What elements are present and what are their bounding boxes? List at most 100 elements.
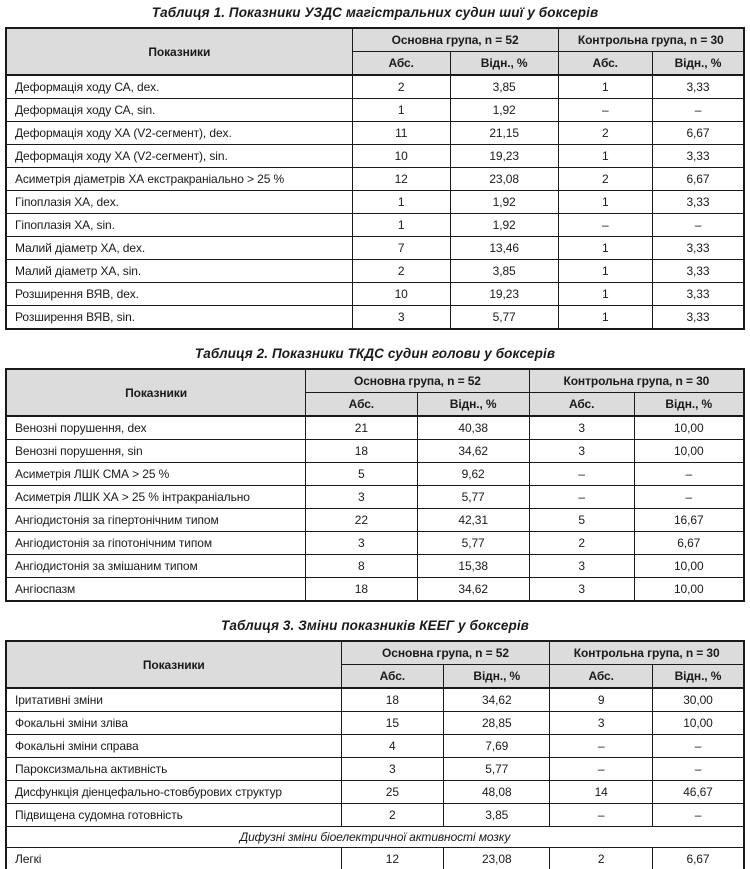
cell-abs-control: 1 bbox=[557, 144, 653, 168]
cell-abs-main: 1 bbox=[351, 98, 451, 122]
cell-abs-control: 1 bbox=[557, 305, 653, 330]
header-abs-control: Абс. bbox=[557, 51, 653, 76]
row-label: Гіпоплазія ХА, sin. bbox=[5, 213, 353, 237]
cell-rel-control: – bbox=[651, 757, 745, 781]
header-row-groups: Показники Основна група, n = 52 Контрольна… bbox=[5, 368, 745, 417]
cell-abs-main: 8 bbox=[305, 554, 418, 578]
header-indicator: Показники bbox=[5, 640, 342, 689]
table-row: Гіпоплазія ХА, sin. 1 1,92– – bbox=[5, 213, 745, 237]
cell-rel-control: 3,33 bbox=[651, 236, 745, 260]
table-header: Показники Основна група, n = 52 Контрольна… bbox=[5, 640, 745, 689]
header-row-groups: Показники Основна група, n = 52 Контрольна… bbox=[5, 640, 745, 689]
table-row: Пароксизмальна активність 3 5,77– – bbox=[5, 757, 745, 781]
cell-abs-main: 2 bbox=[340, 803, 445, 827]
data-table-uzds: Показники Основна група, n = 52 Контрольна… bbox=[5, 27, 745, 330]
cell-rel-control: 16,67 bbox=[633, 508, 745, 532]
header-indicator: Показники bbox=[5, 27, 353, 76]
cell-abs-control: 1 bbox=[557, 190, 653, 214]
row-label: Деформація ходу СА, dex. bbox=[5, 74, 353, 99]
cell-abs-main: 12 bbox=[351, 167, 451, 191]
row-label: Ангіоспазм bbox=[5, 577, 307, 602]
cell-rel-main: 3,85 bbox=[449, 259, 559, 283]
table-row: Деформація ходу ХА (V2-сегмент), sin. 10 1… bbox=[5, 144, 745, 168]
table-row: Дисфункція діенцефально-стовбурових стру… bbox=[5, 780, 745, 804]
table-row: Розширення ВЯВ, dex. 10 19,23 1 3,33 bbox=[5, 282, 745, 306]
row-label: Венозні порушення, sin bbox=[5, 439, 307, 463]
row-label: Асиметрія діаметрів ХА екстракраніально … bbox=[5, 167, 353, 191]
cell-abs-control: 9 bbox=[549, 687, 653, 712]
cell-abs-main: 2 bbox=[351, 74, 451, 99]
cell-rel-control: 3,33 bbox=[651, 144, 745, 168]
table-row: Асиметрія діаметрів ХА екстракраніально … bbox=[5, 167, 745, 191]
table-row: Ангіодистонія за гіпертонічним типом 22 42… bbox=[5, 508, 745, 532]
row-label: Деформація ходу ХА (V2-сегмент), sin. bbox=[5, 144, 353, 168]
cell-abs-control: 5 bbox=[528, 508, 635, 532]
table-row: Венозні порушення, dex 21 40,38 3 10,00 bbox=[5, 415, 745, 440]
cell-abs-main: 18 bbox=[305, 439, 418, 463]
cell-abs-main: 3 bbox=[351, 305, 451, 330]
table-header: Показники Основна група, n = 52 Контрольна… bbox=[5, 27, 745, 76]
cell-abs-control: 2 bbox=[557, 167, 653, 191]
cell-abs-control: – bbox=[557, 213, 653, 237]
cell-abs-control: 1 bbox=[557, 259, 653, 283]
row-label: Підвищена судомна готовність bbox=[5, 803, 342, 827]
header-abs-main: Абс. bbox=[340, 664, 445, 689]
cell-rel-main: 7,69 bbox=[443, 734, 551, 758]
cell-rel-main: 34,62 bbox=[443, 687, 551, 712]
cell-abs-main: 1 bbox=[351, 213, 451, 237]
header-rel-control: Відн., % bbox=[633, 392, 745, 417]
cell-rel-main: 23,08 bbox=[443, 847, 551, 869]
cell-abs-main: 10 bbox=[351, 282, 451, 306]
cell-rel-main: 5,77 bbox=[443, 757, 551, 781]
row-label: Дисфункція діенцефально-стовбурових стру… bbox=[5, 780, 342, 804]
cell-abs-control: – bbox=[557, 98, 653, 122]
cell-abs-control: 1 bbox=[557, 236, 653, 260]
cell-rel-main: 3,85 bbox=[443, 803, 551, 827]
table-row: Дифузні зміни біоелектричної активності … bbox=[5, 826, 745, 848]
table-row: Розширення ВЯВ, sin. 3 5,77 1 3,33 bbox=[5, 305, 745, 330]
cell-rel-main: 48,08 bbox=[443, 780, 551, 804]
header-row-measures: Абс. Відн., % Абс. Відн., % bbox=[6, 664, 745, 689]
row-label: Венозні порушення, dex bbox=[5, 415, 307, 440]
header-rel-main: Відн., % bbox=[449, 51, 559, 76]
cell-rel-control: 10,00 bbox=[633, 554, 745, 578]
cell-rel-control: 3,33 bbox=[651, 282, 745, 306]
cell-abs-control: – bbox=[549, 734, 653, 758]
cell-rel-main: 1,92 bbox=[449, 98, 559, 122]
cell-abs-control: 1 bbox=[557, 74, 653, 99]
cell-rel-control: 6,67 bbox=[651, 121, 745, 145]
cell-abs-main: 3 bbox=[305, 485, 418, 509]
cell-abs-control: 3 bbox=[528, 415, 635, 440]
cell-rel-main: 5,77 bbox=[416, 531, 530, 555]
cell-rel-main: 42,31 bbox=[416, 508, 530, 532]
cell-rel-control: – bbox=[651, 98, 745, 122]
data-table-tkds: Показники Основна група, n = 52 Контрольна… bbox=[5, 368, 745, 602]
row-label: Фокальні зміни зліва bbox=[5, 711, 342, 735]
cell-abs-main: 10 bbox=[351, 144, 451, 168]
cell-abs-control: – bbox=[549, 803, 653, 827]
cell-abs-main: 18 bbox=[305, 577, 418, 602]
cell-abs-control: 2 bbox=[549, 847, 653, 869]
cell-rel-main: 28,85 bbox=[443, 711, 551, 735]
row-label: Іритативні зміни bbox=[5, 687, 342, 712]
cell-rel-main: 23,08 bbox=[449, 167, 559, 191]
table-row: Іритативні зміни 18 34,62 9 30,00 bbox=[5, 687, 745, 712]
cell-rel-control: 3,33 bbox=[651, 190, 745, 214]
row-label: Фокальні зміни справа bbox=[5, 734, 342, 758]
table-row: Малий діаметр ХА, dex. 7 13,46 1 3,33 bbox=[5, 236, 745, 260]
row-label: Розширення ВЯВ, sin. bbox=[5, 305, 353, 330]
cell-abs-main: 12 bbox=[340, 847, 445, 869]
cell-rel-main: 34,62 bbox=[416, 439, 530, 463]
cell-abs-main: 2 bbox=[351, 259, 451, 283]
cell-abs-main: 3 bbox=[305, 531, 418, 555]
cell-abs-control: 3 bbox=[528, 577, 635, 602]
cell-abs-main: 18 bbox=[340, 687, 445, 712]
row-label: Ангіодистонія за гіпотонічним типом bbox=[5, 531, 307, 555]
table-row: Гіпоплазія ХА, dex. 1 1,92 1 3,33 bbox=[5, 190, 745, 214]
header-rel-main: Відн., % bbox=[443, 664, 551, 689]
cell-rel-control: 6,67 bbox=[651, 847, 745, 869]
cell-abs-main: 7 bbox=[351, 236, 451, 260]
table-block-uzds: Таблиця 1. Показники УЗДС магістральних … bbox=[5, 5, 745, 330]
cell-rel-control: 3,33 bbox=[651, 74, 745, 99]
